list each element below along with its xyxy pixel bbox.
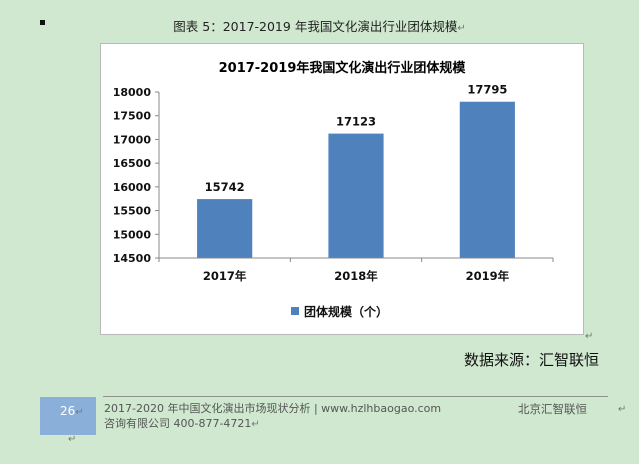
list-bullet — [40, 20, 45, 25]
page-number: 26↵ — [60, 404, 84, 418]
bar — [459, 101, 515, 258]
paragraph-mark: ↵ — [457, 23, 466, 34]
data-label: 17123 — [336, 115, 376, 129]
footer-divider — [103, 396, 608, 397]
figure-caption-text: 图表 5：2017-2019 年我国文化演出行业团体规模 — [173, 19, 458, 34]
bars: 15742 17123 17795 — [197, 83, 515, 258]
y-tick-label: 16500 — [113, 157, 152, 170]
y-tick-label: 15500 — [113, 205, 152, 218]
x-tick-label: 2019年 — [466, 269, 510, 283]
paragraph-mark: ↵ — [75, 407, 84, 418]
data-source-label: 数据来源：汇智联恒 — [463, 351, 599, 369]
paragraph-mark: ↵ — [251, 419, 260, 430]
figure-caption: 图表 5：2017-2019 年我国文化演出行业团体规模↵ — [0, 16, 639, 35]
footer-line-2: 咨询有限公司 400-877-4721↵ — [104, 416, 441, 432]
y-tick-label: 17000 — [113, 133, 152, 146]
bar — [197, 199, 253, 258]
x-tick-label: 2018年 — [334, 269, 378, 283]
legend-label: 团体规模（个） — [304, 304, 388, 319]
footer-line-2-text: 咨询有限公司 400-877-4721 — [104, 417, 252, 430]
data-label: 17795 — [467, 83, 507, 97]
chart-frame: 2017-2019年我国文化演出行业团体规模 14500 15000 15500 16… — [100, 43, 584, 335]
page-number-text: 26 — [60, 404, 76, 418]
y-tick-label: 18000 — [113, 86, 152, 99]
chart-title: 2017-2019年我国文化演出行业团体规模 — [219, 60, 467, 76]
data-label: 15742 — [205, 180, 245, 194]
paragraph-mark: ↵ — [68, 434, 77, 445]
legend: 团体规模（个） — [291, 304, 388, 319]
y-tick-label: 16000 — [113, 181, 152, 194]
y-axis: 14500 15000 15500 16000 16500 17000 17500 18000 — [113, 86, 160, 265]
x-axis: 2017年 2018年 2019年 — [158, 257, 554, 283]
footer-line-1: 2017-2020 年中国文化演出市场现状分析 | www.hzlhbaogao… — [104, 402, 442, 415]
x-tick-label: 2017年 — [203, 269, 247, 283]
footer-company: 北京汇智联恒 — [518, 402, 587, 416]
legend-swatch — [291, 307, 299, 315]
paragraph-mark: ↵ — [585, 331, 594, 342]
y-tick-label: 14500 — [113, 252, 152, 265]
bar-chart: 2017-2019年我国文化演出行业团体规模 14500 15000 15500 16… — [113, 60, 554, 319]
paragraph-mark: ↵ — [618, 404, 627, 415]
y-tick-label: 17500 — [113, 110, 152, 123]
footer-text: 2017-2020 年中国文化演出市场现状分析 | www.hzlhbaogao… — [104, 401, 441, 432]
y-tick-label: 15000 — [113, 228, 152, 241]
page-number-box — [40, 397, 96, 435]
bar — [328, 133, 384, 258]
